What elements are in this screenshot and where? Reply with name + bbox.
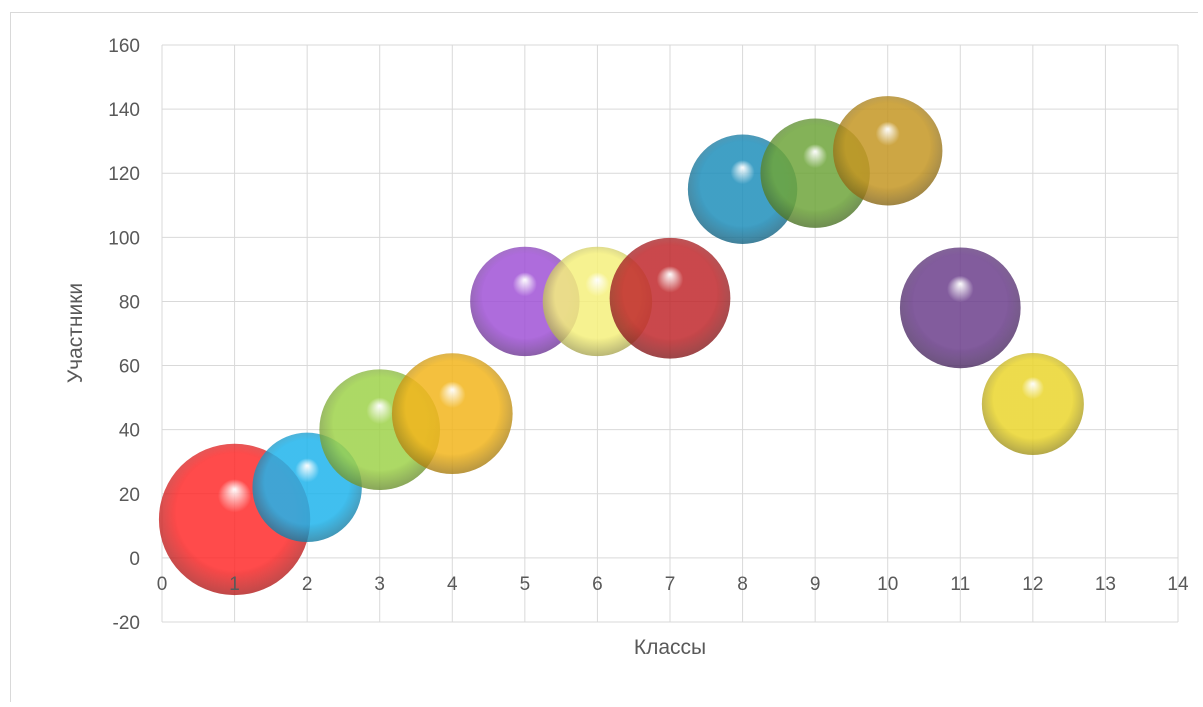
bubble-shade xyxy=(981,353,1084,456)
y-tick-label: 120 xyxy=(108,164,140,185)
y-tick-label: -20 xyxy=(113,613,140,634)
y-tick-label: 160 xyxy=(108,36,140,57)
y-axis-title: Участники xyxy=(64,283,87,383)
x-tick-label: 6 xyxy=(592,574,603,595)
y-tick-label: 20 xyxy=(119,485,140,506)
x-tick-label: 5 xyxy=(520,574,531,595)
x-tick-label: 4 xyxy=(447,574,458,595)
x-tick-label: 8 xyxy=(737,574,748,595)
x-tick-label: 9 xyxy=(810,574,821,595)
x-tick-label: 11 xyxy=(950,574,970,595)
y-tick-label: 80 xyxy=(119,292,140,313)
y-tick-label: 100 xyxy=(108,228,140,249)
bubble-shade xyxy=(609,237,731,359)
x-tick-label: 3 xyxy=(374,574,385,595)
x-tick-labels: 0 1 2 3 4 5 6 7 8 9 10 11 12 13 14 xyxy=(157,574,1189,595)
bubble-shade xyxy=(899,247,1021,369)
x-tick-label: 13 xyxy=(1095,574,1116,595)
bubble-shade xyxy=(391,353,513,474)
x-tick-label: 1 xyxy=(229,574,240,595)
y-tick-label: 40 xyxy=(119,421,140,442)
y-tick-label: 0 xyxy=(129,549,140,570)
x-tick-label: 7 xyxy=(665,574,676,595)
x-tick-label: 14 xyxy=(1167,574,1189,595)
chart-frame xyxy=(10,12,1198,702)
y-tick-labels: 160 140 120 100 80 60 40 20 0 -20 xyxy=(108,36,140,634)
x-tick-label: 2 xyxy=(302,574,313,595)
x-axis-title: Классы xyxy=(634,636,706,659)
y-tick-label: 140 xyxy=(108,100,140,121)
x-tick-label: 12 xyxy=(1022,574,1043,595)
x-tick-label: 0 xyxy=(157,574,168,595)
bubble-shade xyxy=(833,96,943,206)
x-tick-label: 10 xyxy=(877,574,898,595)
bubbles xyxy=(158,96,1084,596)
y-tick-label: 60 xyxy=(119,357,140,378)
